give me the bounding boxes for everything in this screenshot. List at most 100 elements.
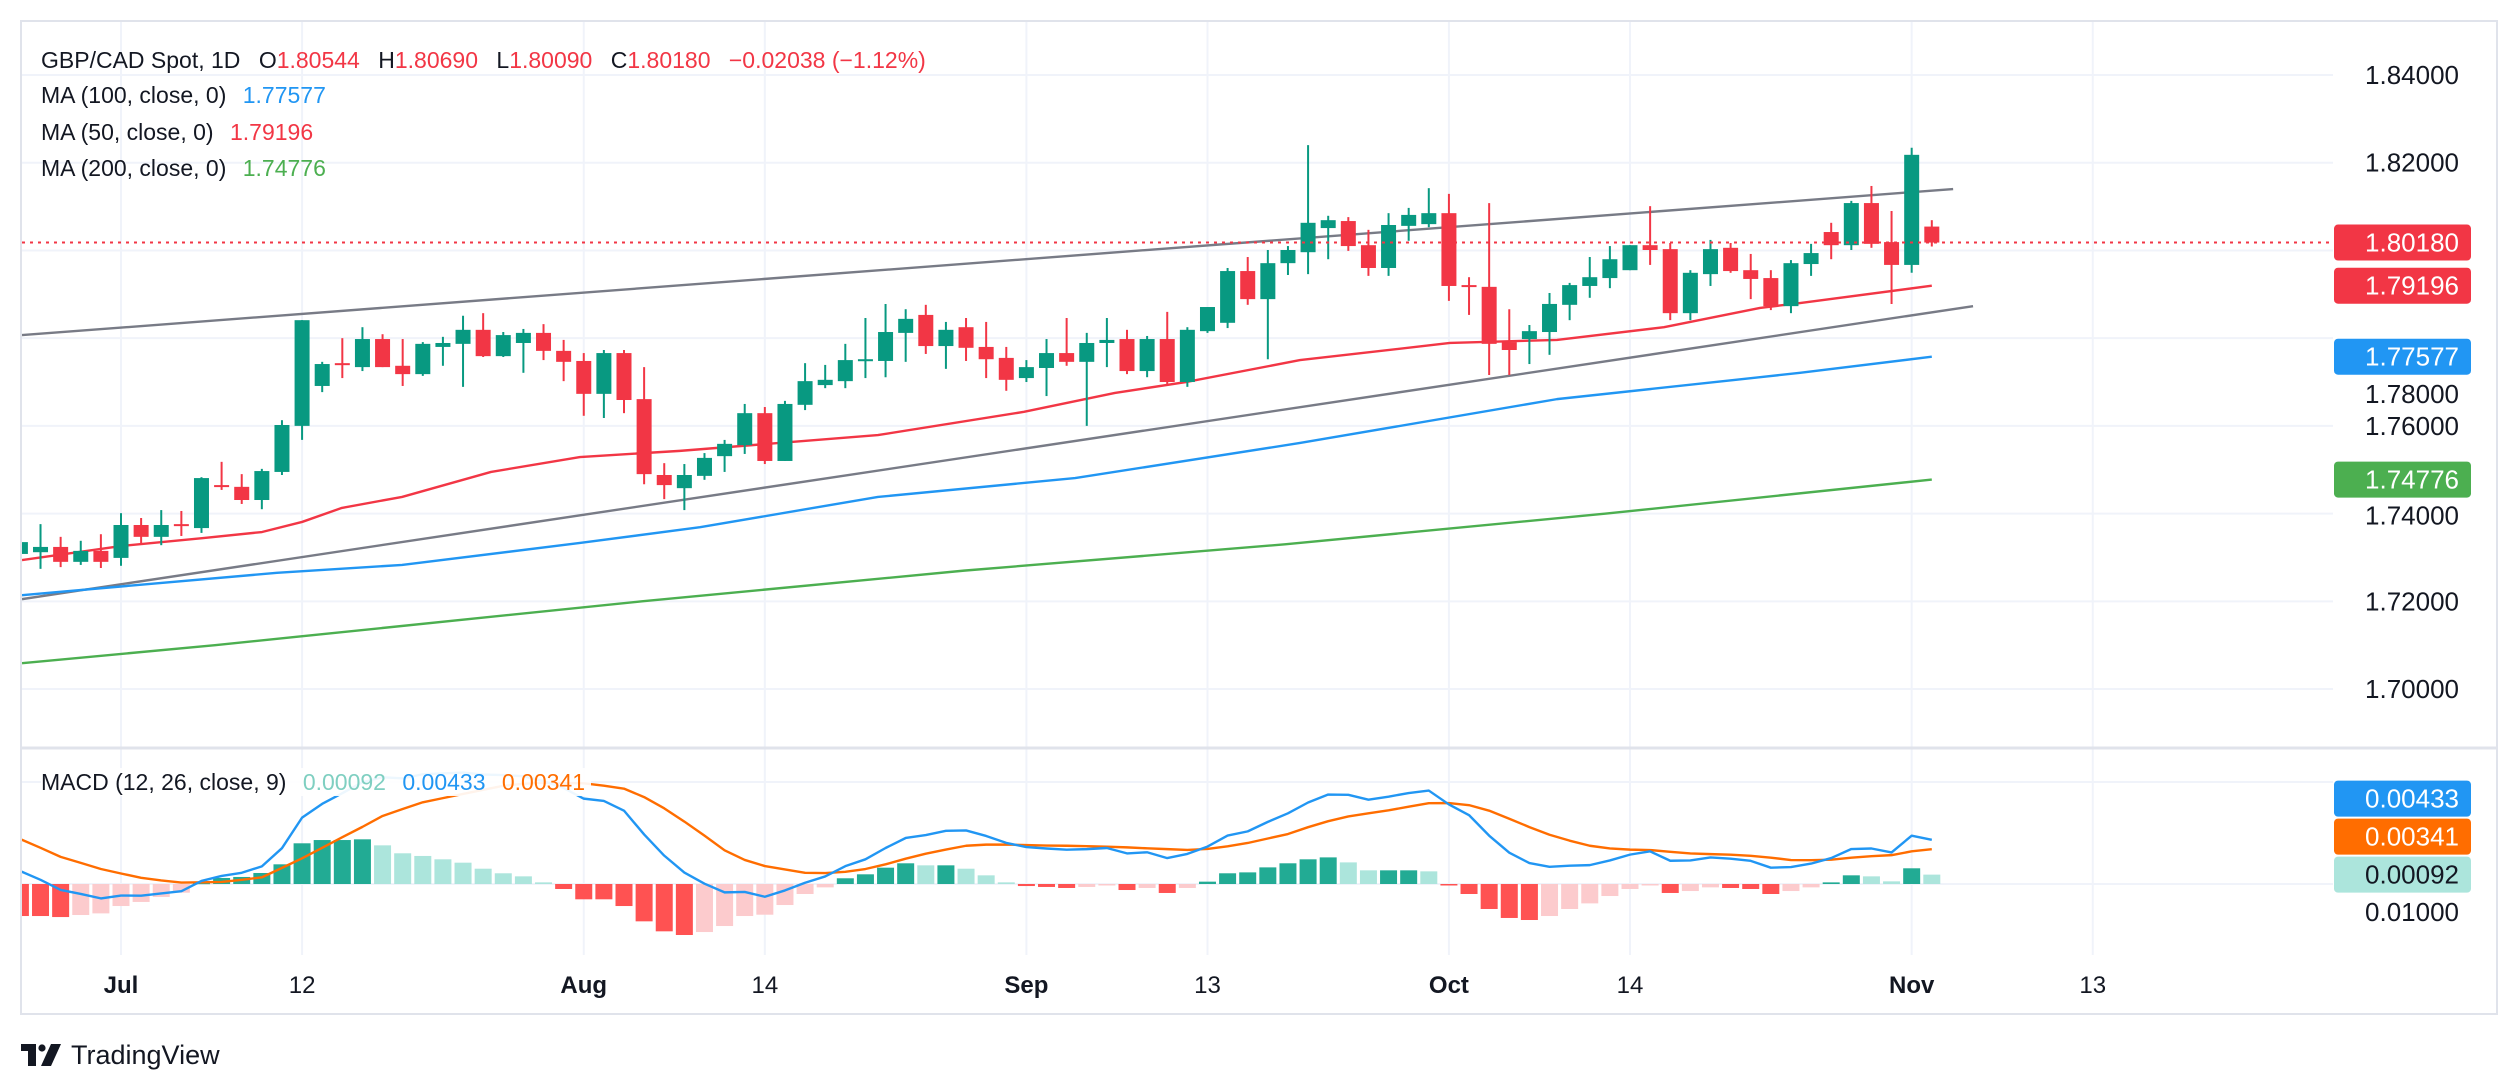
- candle-body: [696, 457, 712, 476]
- candle-up: [254, 468, 270, 510]
- macd-histogram-bar: [1098, 884, 1116, 886]
- candle-down: [757, 407, 773, 465]
- candle-body: [435, 342, 451, 347]
- price-badge-label: 1.74776: [2365, 465, 2459, 495]
- macd-histogram-bar: [1339, 862, 1357, 884]
- macd-histogram-bar: [172, 884, 190, 893]
- time-axis-tick-label: 14: [751, 972, 778, 999]
- macd-histogram-bar: [796, 884, 814, 894]
- macd-histogram-bar: [1198, 881, 1216, 884]
- candle-up: [1421, 188, 1437, 228]
- macd-histogram-bar: [856, 874, 874, 884]
- candle-down: [1481, 203, 1497, 376]
- legend-ma200[interactable]: MA (200, close, 0) 1.74776: [41, 154, 326, 182]
- price-badge: 1.80180: [2334, 224, 2471, 261]
- candle-body: [1884, 242, 1900, 265]
- candle-down: [475, 313, 491, 358]
- candle-body: [1501, 342, 1517, 351]
- ma-line-ma200: [22, 478, 1932, 665]
- macd-histogram-bar: [1661, 884, 1679, 893]
- candle-body: [415, 343, 431, 375]
- ma-line-ma100: [22, 355, 1932, 597]
- candle-body: [737, 413, 753, 446]
- candle-body: [1723, 247, 1739, 272]
- price-badge: 0.00092: [2334, 856, 2471, 893]
- price-badge-bg: [2334, 224, 2471, 261]
- candle-up: [1179, 327, 1195, 387]
- candle-body: [314, 364, 330, 386]
- macd-histogram-bar: [1420, 871, 1438, 884]
- candle-body: [1381, 225, 1397, 268]
- macd-histogram-bar: [997, 882, 1015, 884]
- candle-up: [1702, 239, 1718, 286]
- macd-histogram-bar: [1178, 884, 1196, 888]
- candle-up: [1682, 270, 1698, 321]
- macd-histogram-bar: [1239, 872, 1257, 884]
- legend-macd[interactable]: MACD (12, 26, close, 9) 0.00092 0.00433 …: [41, 768, 592, 796]
- price-badge-bg: [2334, 856, 2471, 893]
- candle-body: [938, 329, 954, 347]
- candle-body: [1602, 259, 1618, 279]
- candle-body: [1924, 226, 1940, 243]
- macd-histogram-bar: [1601, 884, 1619, 897]
- macd-histogram-bar: [1017, 884, 1035, 887]
- price-axis-tick-label: 1.72000: [2365, 586, 2459, 616]
- candle-body: [1702, 249, 1718, 275]
- macd-histogram-bar: [132, 884, 150, 902]
- brand-name: TradingView: [71, 1039, 220, 1070]
- candle-up: [1843, 200, 1859, 251]
- legend-ma100-value: 1.77577: [242, 82, 326, 108]
- macd-histogram-bar: [1299, 859, 1317, 884]
- candle-up: [354, 327, 370, 372]
- candle-up: [455, 315, 471, 387]
- candle-up: [153, 510, 169, 546]
- candle-up: [294, 320, 310, 440]
- candle-up: [314, 361, 330, 393]
- candle-body: [1803, 253, 1819, 265]
- candle-up: [495, 332, 511, 358]
- candle-body: [1622, 245, 1638, 271]
- macd-signal-line: [22, 781, 1932, 884]
- brand[interactable]: TradingView: [21, 1038, 220, 1072]
- candle-body: [1542, 303, 1558, 333]
- price-axis-tick-label: 1.82000: [2365, 148, 2459, 178]
- legend-ma50[interactable]: MA (50, close, 0) 1.79196: [41, 118, 313, 146]
- candle-body: [636, 399, 652, 475]
- macd-histogram-bar: [635, 884, 653, 922]
- candle-down: [1159, 311, 1175, 386]
- time-axis-tick-label: Sep: [1004, 972, 1048, 999]
- price-badge: 1.77577: [2334, 338, 2471, 375]
- price-axis-tick-label: 1.74000: [2365, 501, 2459, 531]
- candle-up: [1562, 282, 1578, 321]
- price-pane: [22, 145, 1974, 665]
- candle-down: [556, 339, 572, 382]
- macd-histogram-bar: [1681, 884, 1699, 892]
- legend-ma100[interactable]: MA (100, close, 0) 1.77577: [41, 81, 326, 109]
- candle-down: [1662, 242, 1678, 321]
- candle-body: [717, 443, 733, 457]
- candle-down: [93, 534, 109, 568]
- candle-body: [495, 335, 511, 357]
- candle-up: [33, 524, 49, 569]
- legend-close-value: 1.80180: [627, 47, 711, 73]
- candle-body: [455, 329, 471, 344]
- candle-body: [536, 332, 552, 351]
- candle-up: [837, 343, 853, 389]
- candle-body: [1823, 232, 1839, 246]
- candle-up: [1401, 207, 1417, 241]
- price-badge-bg: [2334, 267, 2471, 304]
- price-badge-label: 1.77577: [2365, 342, 2459, 372]
- legend-symbol[interactable]: GBP/CAD Spot, 1D: [41, 47, 241, 73]
- macd-histogram-bar: [1802, 884, 1820, 888]
- candle-body: [1039, 353, 1055, 368]
- candle-up: [193, 477, 209, 533]
- candle-down: [1441, 193, 1457, 301]
- candle-up: [817, 364, 833, 389]
- candle-down: [173, 510, 189, 536]
- candle-body: [1481, 286, 1497, 344]
- candle-up: [737, 403, 753, 454]
- time-axis-tick-label: Nov: [1889, 972, 1935, 999]
- candle-up: [938, 321, 954, 369]
- candle-body: [1179, 329, 1195, 383]
